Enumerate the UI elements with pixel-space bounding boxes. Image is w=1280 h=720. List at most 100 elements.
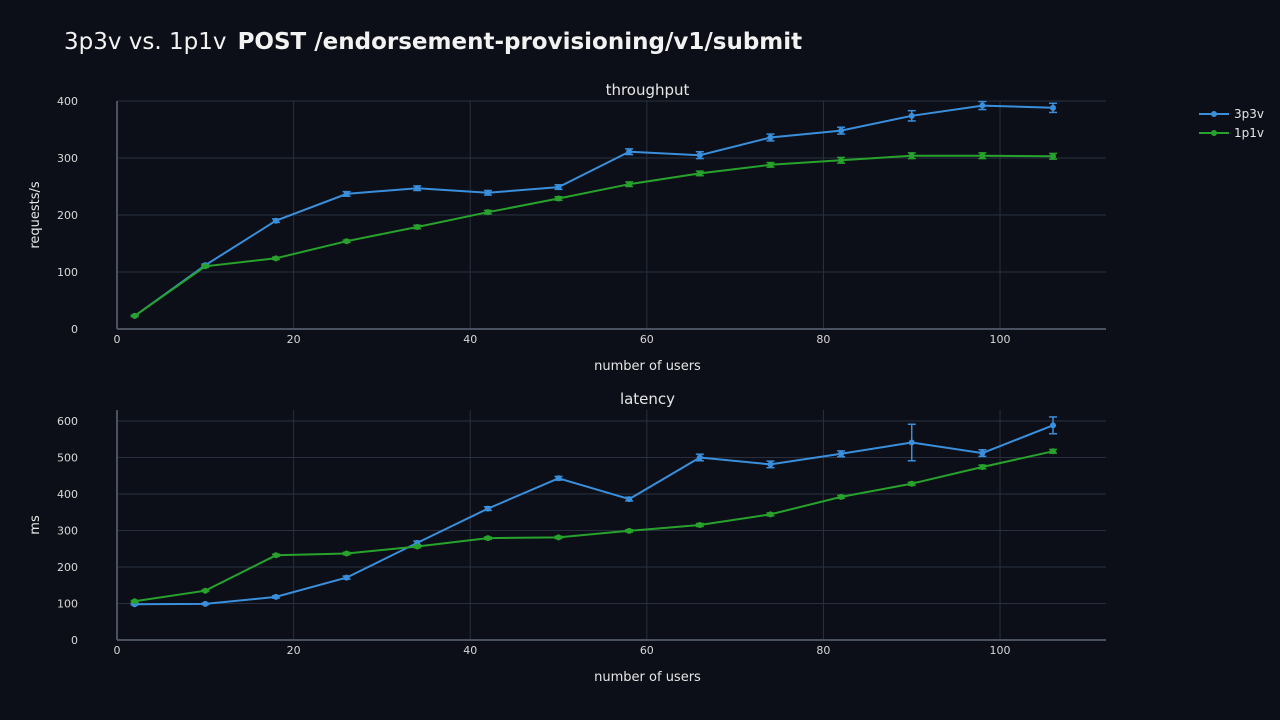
series-line-1p1v <box>134 450 1054 603</box>
data-point <box>272 217 279 224</box>
data-point <box>767 134 774 141</box>
legend-item-1p1v[interactable]: 1p1v <box>1199 126 1264 140</box>
data-point <box>555 534 562 541</box>
data-point <box>979 450 986 457</box>
y-tick-label: 200 <box>57 209 78 222</box>
data-point <box>767 511 774 518</box>
data-point <box>979 102 986 109</box>
panel-title: latency <box>620 390 675 408</box>
data-point <box>838 157 845 164</box>
y-axis-label: ms <box>28 515 43 535</box>
data-point <box>908 439 915 446</box>
data-point <box>555 195 562 202</box>
data-point <box>414 543 421 550</box>
data-point <box>202 600 209 607</box>
data-point <box>908 152 915 159</box>
data-point <box>626 148 633 155</box>
x-tick-label: 0 <box>114 333 121 346</box>
chart-title-endpoint: POST /endorsement-provisioning/v1/submit <box>238 29 803 55</box>
x-tick-label: 40 <box>463 644 477 657</box>
data-point <box>696 152 703 159</box>
data-point <box>555 475 562 482</box>
panel-latency: 0 100 200 300 400 500 600 0 20 40 60 80 100 latency nu… <box>28 390 1106 685</box>
data-point <box>626 527 633 534</box>
data-point <box>343 190 350 197</box>
x-tick-label: 20 <box>287 644 301 657</box>
y-axis-label: requests/s <box>28 181 43 249</box>
legend-swatch-marker <box>1211 111 1217 117</box>
data-point <box>131 312 138 319</box>
data-point <box>979 152 986 159</box>
data-point <box>838 450 845 457</box>
x-tick-label: 80 <box>816 333 830 346</box>
data-point <box>414 223 421 230</box>
legend-label: 3p3v <box>1234 107 1264 121</box>
data-point <box>696 454 703 461</box>
series-line-1p1v <box>134 154 1054 317</box>
data-point <box>414 185 421 192</box>
x-tick-label: 100 <box>990 644 1011 657</box>
y-tick-label: 400 <box>57 95 78 108</box>
legend[interactable]: 3p3v 1p1v <box>1199 107 1264 140</box>
series-1p1v <box>130 448 1058 605</box>
y-tick-label: 0 <box>71 323 78 336</box>
data-point <box>626 496 633 503</box>
legend-item-3p3v[interactable]: 3p3v <box>1199 107 1264 121</box>
data-point <box>202 587 209 594</box>
x-tick-label: 20 <box>287 333 301 346</box>
x-tick-label: 60 <box>640 333 654 346</box>
panel-title: throughput <box>606 81 690 99</box>
series-line-3p3v <box>134 104 1054 317</box>
series-3p3v <box>130 416 1058 608</box>
data-point <box>131 598 138 605</box>
y-tick-label: 400 <box>57 488 78 501</box>
chart-title: 3p3v vs. 1p1v POST /endorsement-provisio… <box>64 29 802 55</box>
x-tick-label: 100 <box>990 333 1011 346</box>
data-point <box>838 493 845 500</box>
chart-title-prefix: 3p3v vs. 1p1v <box>64 29 226 55</box>
data-point <box>484 535 491 542</box>
data-point <box>1050 422 1057 429</box>
x-tick-label: 60 <box>640 644 654 657</box>
data-point <box>767 461 774 468</box>
data-point <box>767 161 774 168</box>
data-point <box>908 112 915 119</box>
data-point <box>343 574 350 581</box>
data-point <box>343 550 350 557</box>
data-point <box>838 127 845 134</box>
series-1p1v <box>130 152 1058 319</box>
data-point <box>202 263 209 270</box>
x-tick-label: 0 <box>114 644 121 657</box>
y-tick-label: 0 <box>71 634 78 647</box>
data-point <box>626 181 633 188</box>
y-tick-label: 300 <box>57 524 78 537</box>
panel-throughput: 0 100 200 300 400 0 20 40 60 80 100 throughput numbe… <box>28 81 1106 374</box>
legend-label: 1p1v <box>1234 126 1264 140</box>
data-point <box>484 505 491 512</box>
y-tick-label: 200 <box>57 561 78 574</box>
x-axis-label: number of users <box>594 670 701 685</box>
y-tick-label: 600 <box>57 415 78 428</box>
x-tick-label: 40 <box>463 333 477 346</box>
data-point <box>555 184 562 191</box>
data-point <box>1050 153 1057 160</box>
data-point <box>484 189 491 196</box>
y-tick-label: 300 <box>57 152 78 165</box>
data-point <box>272 255 279 262</box>
y-tick-label: 100 <box>57 597 78 610</box>
data-point <box>1050 104 1057 111</box>
data-point <box>1050 448 1057 455</box>
series-line-3p3v <box>134 424 1054 606</box>
legend-swatch-marker <box>1211 130 1217 136</box>
x-axis-label: number of users <box>594 359 701 374</box>
y-tick-label: 500 <box>57 451 78 464</box>
data-point <box>979 463 986 470</box>
y-tick-label: 100 <box>57 266 78 279</box>
data-point <box>272 593 279 600</box>
x-tick-label: 80 <box>816 644 830 657</box>
data-point <box>908 480 915 487</box>
data-point <box>696 522 703 528</box>
